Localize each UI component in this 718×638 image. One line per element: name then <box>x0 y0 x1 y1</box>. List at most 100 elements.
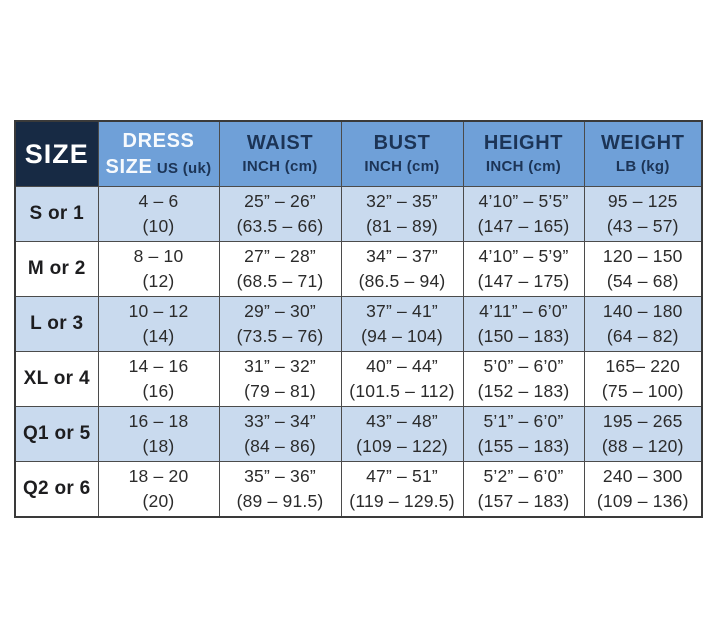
table-row: Q2 or 6 18 – 20 (20) 35” – 36” (89 – 91.… <box>14 461 703 517</box>
height-cm: (147 – 175) <box>477 271 570 291</box>
bust-inch: 47” – 51” <box>366 465 438 486</box>
bust-cm: (81 – 89) <box>366 216 438 236</box>
height-cm: (147 – 165) <box>477 216 570 236</box>
bust-cell: 34” – 37” (86.5 – 94) <box>340 241 464 297</box>
dress-cell: 8 – 10 (12) <box>97 241 220 297</box>
row-size-label: Q2 or 6 <box>14 461 99 517</box>
weight-kg: (64 – 82) <box>606 326 679 346</box>
waist-cell: 31” – 32” (79 – 81) <box>218 351 342 407</box>
dress-header-size-word: SIZE <box>105 156 153 178</box>
waist-inch: 31” – 32” <box>244 356 316 376</box>
dress-range: 16 – 18 <box>128 411 189 431</box>
bust-inch: 34” – 37” <box>366 246 438 266</box>
bust-inch: 40” – 44” <box>366 356 438 376</box>
bust-cell: 40” – 44” (101.5 – 112) <box>340 351 464 407</box>
weight-cell: 195 – 265 (88 – 120) <box>583 406 703 462</box>
row-size-label: Q1 or 5 <box>14 406 99 462</box>
weight-kg: (88 – 120) <box>601 436 684 456</box>
dress-column-header: DRESS SIZE US (uk) <box>97 120 220 187</box>
weight-cell: 140 – 180 (64 – 82) <box>583 296 703 352</box>
weight-header-line1: WEIGHT <box>600 132 685 154</box>
height-inch: 5’1” – 6’0” <box>483 411 564 431</box>
height-cell: 4’10” – 5’9” (147 – 175) <box>462 241 585 297</box>
waist-cm: (84 – 86) <box>244 436 316 456</box>
weight-kg: (54 – 68) <box>606 271 679 291</box>
weight-lb: 165– 220 <box>605 356 681 376</box>
bust-cm: (101.5 – 112) <box>349 381 455 401</box>
dress-header-line1: DRESS <box>122 130 195 152</box>
height-inch: 5’0” – 6’0” <box>483 356 564 376</box>
dress-cell: 4 – 6 (10) <box>97 186 220 242</box>
height-cell: 4’11” – 6’0” (150 – 183) <box>462 296 585 352</box>
bust-cell: 32” – 35” (81 – 89) <box>340 186 464 242</box>
weight-lb: 120 – 150 <box>602 246 683 266</box>
weight-kg: (43 – 57) <box>606 216 679 236</box>
height-column-header: HEIGHT INCH (cm) <box>462 120 585 187</box>
dress-range: 10 – 12 <box>128 301 189 321</box>
size-chart-table: SIZE DRESS SIZE US (uk) WAIST INCH (cm) … <box>14 120 703 518</box>
waist-inch: 29” – 30” <box>244 301 316 321</box>
header-row: SIZE DRESS SIZE US (uk) WAIST INCH (cm) … <box>14 120 703 187</box>
dress-header-units: US (uk) <box>156 160 212 177</box>
height-cell: 5’0” – 6’0” (152 – 183) <box>462 351 585 407</box>
table-row: Q1 or 5 16 – 18 (18) 33” – 34” (84 – 86)… <box>14 406 703 462</box>
size-chart-container: SIZE DRESS SIZE US (uk) WAIST INCH (cm) … <box>14 120 703 518</box>
height-cell: 5’2” – 6’0” (157 – 183) <box>462 461 585 517</box>
dress-cell: 14 – 16 (16) <box>97 351 220 407</box>
table-row: S or 1 4 – 6 (10) 25” – 26” (63.5 – 66) … <box>14 186 703 242</box>
height-inch: 4’10” – 5’5” <box>478 191 569 211</box>
height-cm: (155 – 183) <box>477 436 570 456</box>
height-header-units: INCH (cm) <box>485 158 562 175</box>
row-size-label: XL or 4 <box>14 351 99 407</box>
dress-cell: 16 – 18 (18) <box>97 406 220 462</box>
weight-lb: 195 – 265 <box>602 411 683 431</box>
weight-cell: 165– 220 (75 – 100) <box>583 351 703 407</box>
bust-header-units: INCH (cm) <box>364 158 440 175</box>
waist-cell: 35” – 36” (89 – 91.5) <box>218 461 342 517</box>
dress-uk: (12) <box>142 271 175 291</box>
bust-cm: (119 – 129.5) <box>349 490 455 511</box>
dress-uk: (14) <box>142 326 175 346</box>
waist-cm: (63.5 – 66) <box>236 216 324 236</box>
waist-inch: 25” – 26” <box>244 191 316 211</box>
weight-cell: 120 – 150 (54 – 68) <box>583 241 703 297</box>
weight-lb: 140 – 180 <box>602 301 683 321</box>
bust-cm: (109 – 122) <box>356 436 448 456</box>
row-size-label: M or 2 <box>14 241 99 297</box>
table-row: L or 3 10 – 12 (14) 29” – 30” (73.5 – 76… <box>14 296 703 352</box>
bust-cm: (86.5 – 94) <box>358 271 446 291</box>
bust-inch: 37” – 41” <box>366 301 438 321</box>
waist-inch: 27” – 28” <box>244 246 316 266</box>
weight-column-header: WEIGHT LB (kg) <box>583 120 703 187</box>
waist-cm: (73.5 – 76) <box>236 326 324 346</box>
waist-cell: 25” – 26” (63.5 – 66) <box>218 186 342 242</box>
dress-uk: (10) <box>142 216 175 236</box>
weight-kg: (75 – 100) <box>601 381 684 401</box>
waist-inch: 33” – 34” <box>244 411 316 431</box>
height-cm: (152 – 183) <box>477 381 570 401</box>
waist-cm: (79 – 81) <box>244 381 316 401</box>
waist-cell: 29” – 30” (73.5 – 76) <box>218 296 342 352</box>
bust-column-header: BUST INCH (cm) <box>340 120 464 187</box>
waist-inch: 35” – 36” <box>244 465 316 486</box>
height-inch: 5’2” – 6’0” <box>483 465 564 486</box>
waist-header-line1: WAIST <box>246 132 314 154</box>
dress-uk: (16) <box>142 381 175 401</box>
dress-uk: (18) <box>142 436 175 456</box>
height-cm: (157 – 183) <box>477 490 570 511</box>
size-column-header: SIZE <box>14 120 99 187</box>
bust-cell: 43” – 48” (109 – 122) <box>340 406 464 462</box>
bust-header-line1: BUST <box>373 132 431 154</box>
height-cm: (150 – 183) <box>477 326 570 346</box>
row-size-label: L or 3 <box>14 296 99 352</box>
height-cell: 5’1” – 6’0” (155 – 183) <box>462 406 585 462</box>
weight-lb: 95 – 125 <box>607 191 678 211</box>
height-inch: 4’11” – 6’0” <box>479 301 568 321</box>
waist-header-units: INCH (cm) <box>242 158 318 175</box>
size-chart-header: SIZE DRESS SIZE US (uk) WAIST INCH (cm) … <box>14 120 703 187</box>
dress-range: 8 – 10 <box>133 246 184 266</box>
weight-cell: 95 – 125 (43 – 57) <box>583 186 703 242</box>
dress-range: 14 – 16 <box>128 356 189 376</box>
bust-inch: 43” – 48” <box>366 411 438 431</box>
